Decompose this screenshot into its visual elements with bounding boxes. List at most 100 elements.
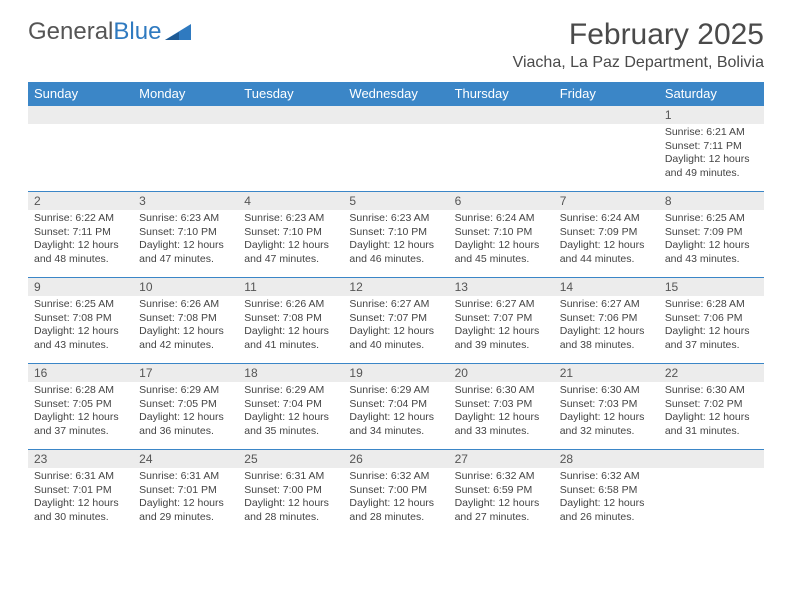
day-number [133, 106, 238, 124]
day-line: Daylight: 12 hours and 37 minutes. [34, 411, 127, 438]
day-text [449, 124, 554, 130]
day-line: Sunset: 7:08 PM [139, 312, 232, 326]
day-number: 23 [28, 450, 133, 468]
day-cell [28, 106, 133, 192]
day-line: Sunrise: 6:31 AM [244, 470, 337, 484]
day-line: Sunset: 7:04 PM [244, 398, 337, 412]
day-cell: 16Sunrise: 6:28 AMSunset: 7:05 PMDayligh… [28, 364, 133, 450]
day-text: Sunrise: 6:30 AMSunset: 7:02 PMDaylight:… [659, 382, 764, 443]
day-cell [449, 106, 554, 192]
day-text: Sunrise: 6:28 AMSunset: 7:05 PMDaylight:… [28, 382, 133, 443]
day-line: Daylight: 12 hours and 33 minutes. [455, 411, 548, 438]
day-line: Daylight: 12 hours and 38 minutes. [560, 325, 653, 352]
day-line: Sunrise: 6:23 AM [244, 212, 337, 226]
col-sunday: Sunday [28, 82, 133, 106]
day-number [28, 106, 133, 124]
day-cell: 19Sunrise: 6:29 AMSunset: 7:04 PMDayligh… [343, 364, 448, 450]
day-line: Sunrise: 6:29 AM [349, 384, 442, 398]
day-text: Sunrise: 6:25 AMSunset: 7:09 PMDaylight:… [659, 210, 764, 271]
day-number: 12 [343, 278, 448, 296]
day-line: Sunset: 7:07 PM [455, 312, 548, 326]
day-line: Daylight: 12 hours and 39 minutes. [455, 325, 548, 352]
day-text: Sunrise: 6:30 AMSunset: 7:03 PMDaylight:… [554, 382, 659, 443]
col-thursday: Thursday [449, 82, 554, 106]
day-line: Sunset: 7:01 PM [34, 484, 127, 498]
calendar-body: 1Sunrise: 6:21 AMSunset: 7:11 PMDaylight… [28, 106, 764, 536]
col-monday: Monday [133, 82, 238, 106]
day-line: Daylight: 12 hours and 28 minutes. [349, 497, 442, 524]
day-line: Daylight: 12 hours and 35 minutes. [244, 411, 337, 438]
day-number: 13 [449, 278, 554, 296]
day-number: 11 [238, 278, 343, 296]
day-number: 19 [343, 364, 448, 382]
day-text: Sunrise: 6:28 AMSunset: 7:06 PMDaylight:… [659, 296, 764, 357]
day-line: Sunrise: 6:24 AM [455, 212, 548, 226]
day-line: Sunset: 7:00 PM [349, 484, 442, 498]
day-line: Daylight: 12 hours and 28 minutes. [244, 497, 337, 524]
day-line: Sunset: 7:05 PM [139, 398, 232, 412]
day-number: 4 [238, 192, 343, 210]
month-title: February 2025 [513, 18, 764, 52]
day-text: Sunrise: 6:21 AMSunset: 7:11 PMDaylight:… [659, 124, 764, 185]
day-text [238, 124, 343, 130]
day-number: 24 [133, 450, 238, 468]
day-number [659, 450, 764, 468]
day-cell: 10Sunrise: 6:26 AMSunset: 7:08 PMDayligh… [133, 278, 238, 364]
day-cell: 9Sunrise: 6:25 AMSunset: 7:08 PMDaylight… [28, 278, 133, 364]
day-line: Sunset: 7:10 PM [455, 226, 548, 240]
day-line: Sunrise: 6:30 AM [560, 384, 653, 398]
day-line: Sunset: 7:11 PM [34, 226, 127, 240]
day-line: Sunset: 7:09 PM [665, 226, 758, 240]
day-number: 9 [28, 278, 133, 296]
week-row: 2Sunrise: 6:22 AMSunset: 7:11 PMDaylight… [28, 192, 764, 278]
day-number: 17 [133, 364, 238, 382]
day-number: 25 [238, 450, 343, 468]
day-line: Sunset: 7:08 PM [244, 312, 337, 326]
week-row: 23Sunrise: 6:31 AMSunset: 7:01 PMDayligh… [28, 450, 764, 536]
day-line: Daylight: 12 hours and 47 minutes. [244, 239, 337, 266]
col-wednesday: Wednesday [343, 82, 448, 106]
day-cell: 6Sunrise: 6:24 AMSunset: 7:10 PMDaylight… [449, 192, 554, 278]
day-text: Sunrise: 6:23 AMSunset: 7:10 PMDaylight:… [343, 210, 448, 271]
day-line: Sunrise: 6:29 AM [244, 384, 337, 398]
day-cell: 3Sunrise: 6:23 AMSunset: 7:10 PMDaylight… [133, 192, 238, 278]
day-text [554, 124, 659, 130]
week-row: 16Sunrise: 6:28 AMSunset: 7:05 PMDayligh… [28, 364, 764, 450]
day-line: Sunset: 6:58 PM [560, 484, 653, 498]
location: Viacha, La Paz Department, Bolivia [513, 54, 764, 72]
day-line: Daylight: 12 hours and 43 minutes. [665, 239, 758, 266]
day-cell: 25 Sunrise: 6:31 AMSunset: 7:00 PMDayligh… [238, 450, 343, 536]
day-text: Sunrise: 6:31 AMSunset: 7:01 PMDaylight:… [133, 468, 238, 529]
logo-text-1: General [28, 18, 113, 46]
day-line: Sunset: 7:04 PM [349, 398, 442, 412]
day-text: Sunrise: 6:29 AMSunset: 7:04 PMDaylight:… [343, 382, 448, 443]
day-line: Sunrise: 6:26 AM [244, 298, 337, 312]
day-text [133, 124, 238, 130]
day-line: Sunset: 7:07 PM [349, 312, 442, 326]
day-number [554, 106, 659, 124]
day-line: Sunrise: 6:25 AM [665, 212, 758, 226]
day-number [238, 106, 343, 124]
day-line: Daylight: 12 hours and 49 minutes. [665, 153, 758, 180]
day-line: Sunset: 7:00 PM [244, 484, 337, 498]
day-line: Sunset: 7:05 PM [34, 398, 127, 412]
day-line: Sunrise: 6:31 AM [34, 470, 127, 484]
col-friday: Friday [554, 82, 659, 106]
day-line: Sunrise: 6:26 AM [139, 298, 232, 312]
day-line: Sunset: 7:03 PM [560, 398, 653, 412]
day-text: Sunrise: 6:23 AMSunset: 7:10 PMDaylight:… [238, 210, 343, 271]
day-line: Daylight: 12 hours and 40 minutes. [349, 325, 442, 352]
day-line: Sunset: 6:59 PM [455, 484, 548, 498]
day-cell: 18Sunrise: 6:29 AMSunset: 7:04 PMDayligh… [238, 364, 343, 450]
day-line: Sunrise: 6:32 AM [560, 470, 653, 484]
day-line: Daylight: 12 hours and 34 minutes. [349, 411, 442, 438]
day-text: Sunrise: 6:30 AMSunset: 7:03 PMDaylight:… [449, 382, 554, 443]
day-number: 2 [28, 192, 133, 210]
day-line: Sunset: 7:10 PM [349, 226, 442, 240]
day-line: Sunset: 7:10 PM [139, 226, 232, 240]
day-number: 1 [659, 106, 764, 124]
day-line: Sunset: 7:11 PM [665, 140, 758, 154]
day-cell: 5Sunrise: 6:23 AMSunset: 7:10 PMDaylight… [343, 192, 448, 278]
day-line: Sunrise: 6:27 AM [455, 298, 548, 312]
day-number: 20 [449, 364, 554, 382]
